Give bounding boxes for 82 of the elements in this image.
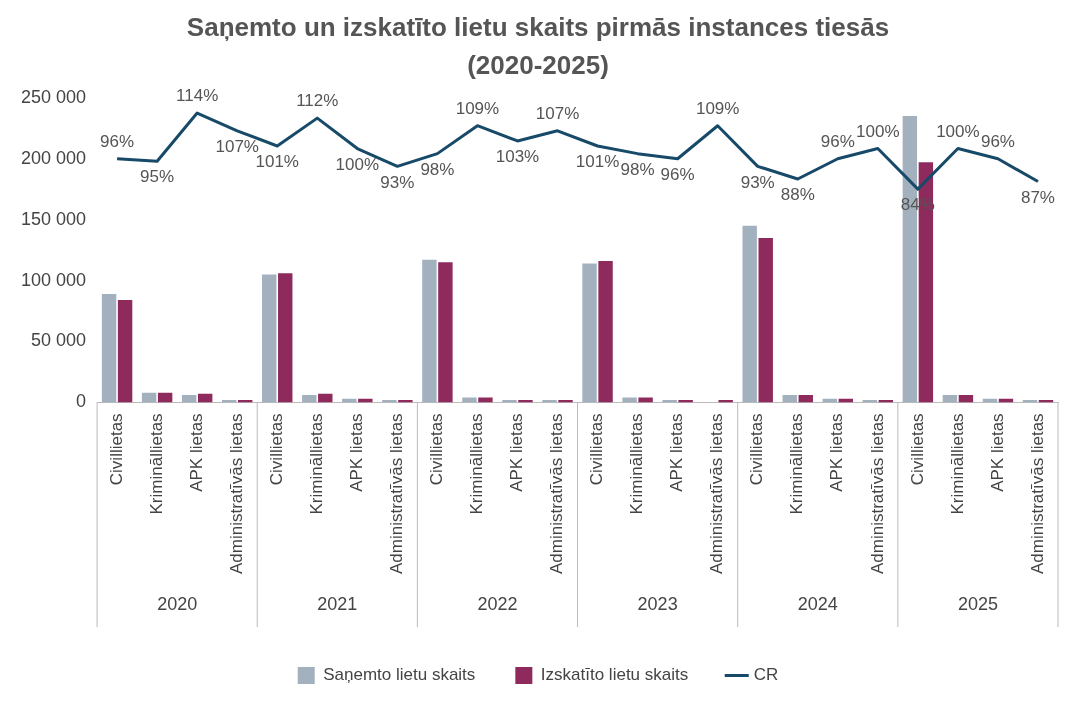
bar	[422, 259, 437, 403]
data-label: 109%	[455, 98, 500, 118]
x-tick-label: APK lietas	[827, 413, 847, 492]
data-label: 112%	[296, 91, 339, 111]
data-label: 93%	[740, 172, 775, 192]
text: 2023	[637, 593, 678, 614]
x-tick-label: Administratīvās lietas	[1027, 413, 1047, 575]
data-label: 87%	[1020, 187, 1055, 207]
data-label: 103%	[495, 147, 540, 167]
bar	[758, 237, 773, 403]
bar	[582, 263, 597, 403]
x-tick-label: Krimināllietas	[787, 413, 807, 515]
bar	[262, 274, 277, 403]
x-tick-label: Administratīvās lietas	[707, 413, 727, 575]
bar	[958, 395, 974, 403]
bar	[942, 395, 958, 403]
x-tick-label: Civillietas	[747, 413, 767, 486]
y-tick-label: 100 000	[20, 269, 87, 290]
data-label: 98%	[620, 159, 655, 179]
x-tick-label: Civillietas	[907, 413, 927, 486]
data-label: 100%	[335, 154, 380, 174]
bar	[742, 225, 757, 403]
x-tick-label: Civillietas	[266, 413, 286, 486]
bar	[141, 392, 157, 403]
x-tick-label: APK lietas	[987, 413, 1007, 492]
bar	[157, 392, 173, 403]
y-tick-label: 200 000	[20, 147, 87, 168]
x-tick-label: Krimināllietas	[146, 413, 166, 515]
x-tick-label: APK lietas	[347, 413, 367, 492]
data-label: 95%	[140, 167, 175, 187]
data-label: 114%	[176, 86, 219, 106]
y-tick-label: 150 000	[20, 208, 87, 229]
bar	[101, 293, 117, 403]
x-tick-label: Krimināllietas	[627, 413, 647, 515]
x-tick-label: Administratīvās lietas	[867, 413, 887, 575]
bar	[318, 393, 333, 403]
x-tick-label: Krimināllietas	[947, 413, 967, 515]
x-tick-label: Krimināllietas	[467, 413, 487, 515]
bar	[181, 395, 197, 403]
bar	[438, 262, 453, 403]
legend-label: CR	[753, 665, 779, 685]
x-tick-label: Krimināllietas	[306, 413, 326, 515]
data-label: 109%	[695, 98, 740, 118]
chart-title: Saņemto un izskatīto lietu skaits pirmās instances tiesās (2020-2025)	[185, 11, 891, 82]
x-tick-label: APK lietas	[667, 413, 687, 492]
legend-label: Saņemto lietu skaits	[323, 665, 476, 685]
y-tick-label: 250 000	[20, 86, 87, 107]
data-label: 88%	[780, 185, 815, 205]
bar	[117, 300, 133, 403]
x-tick-label: Administratīvās lietas	[547, 413, 567, 575]
x-tick-label: APK lietas	[507, 413, 527, 492]
data-label: 100%	[936, 121, 980, 141]
text: 2022	[477, 593, 518, 614]
x-tick-label: APK lietas	[186, 413, 206, 492]
data-label: 96%	[100, 131, 135, 151]
bar	[598, 261, 613, 403]
x-tick-label: Civillietas	[587, 413, 607, 486]
y-tick-label: 50 000	[31, 330, 87, 351]
data-label: 93%	[380, 172, 415, 192]
data-label: 107%	[535, 103, 580, 123]
data-label: 101%	[575, 152, 620, 172]
x-tick-label: Civillietas	[427, 413, 447, 486]
x-tick-label: Civillietas	[106, 413, 126, 486]
x-tick-label: Administratīvās lietas	[226, 413, 246, 575]
data-label: 100%	[856, 121, 900, 141]
data-label: 98%	[420, 159, 455, 179]
bar	[782, 395, 797, 403]
x-tick-label: Administratīvās lietas	[387, 413, 407, 575]
bar	[302, 395, 317, 403]
data-label: 96%	[820, 131, 855, 151]
legend-label: Izskatīto lietu skaits	[540, 665, 689, 685]
text: 2021	[317, 593, 358, 614]
text: 2020	[157, 593, 198, 614]
data-label: 84%	[900, 195, 935, 215]
bar	[278, 273, 293, 403]
bar	[798, 395, 813, 403]
text: 2025	[957, 593, 998, 614]
y-tick-label: 0	[76, 391, 87, 412]
bar	[197, 393, 213, 403]
data-label: 96%	[660, 164, 695, 184]
data-label: 96%	[980, 131, 1015, 151]
text: 2024	[797, 593, 838, 614]
